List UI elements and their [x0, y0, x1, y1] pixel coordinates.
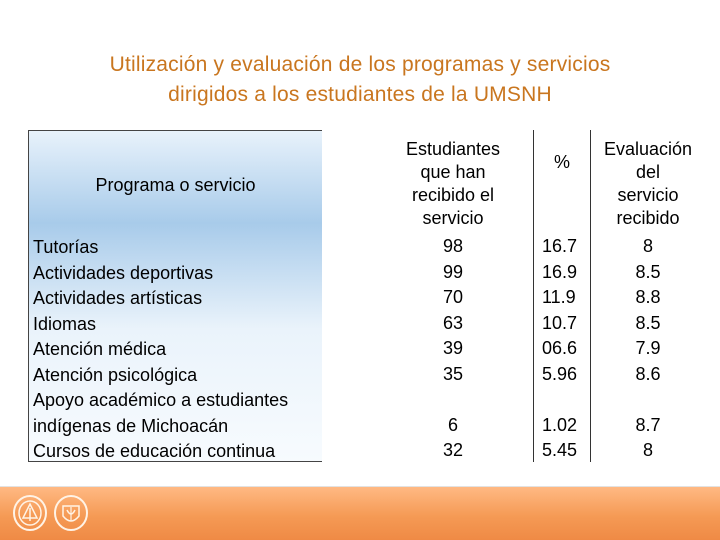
- evaluation-values: 8 8.5 8.8 8.5 7.9 8.6 8.7 8: [591, 234, 705, 464]
- program-name: Apoyo académico a estudiantes: [33, 390, 289, 410]
- students-value: 98: [442, 236, 464, 256]
- percent-value: 5.45: [542, 440, 578, 460]
- evaluation-value: 7.9: [635, 338, 661, 358]
- percent-values: 16.7 16.9 11.9 10.7 06.6 5.96 1.02 5.45: [542, 234, 598, 464]
- evaluation-header-line: recibido: [616, 208, 680, 228]
- percent-value: 10.7: [542, 312, 578, 333]
- percent-value: 16.9: [542, 261, 578, 282]
- program-name: Atención psicológica: [33, 364, 198, 385]
- students-header-line: servicio: [422, 208, 484, 228]
- evaluation-value: 8.5: [635, 312, 661, 333]
- students-value: 63: [442, 312, 464, 333]
- row-spacer: [373, 387, 533, 413]
- evaluation-header-line: del: [635, 162, 661, 182]
- title-line-1: Utilización y evaluación de los programa…: [109, 53, 611, 76]
- row-spacer: [542, 387, 598, 413]
- footer-bar: [0, 487, 720, 540]
- students-header-line: recibido el: [411, 185, 495, 205]
- students-value: 35: [442, 363, 464, 384]
- students-value: 70: [442, 287, 464, 307]
- students-value: 6: [447, 414, 458, 435]
- program-name: Actividades deportivas: [33, 262, 214, 283]
- slide-title: Utilización y evaluación de los programa…: [30, 50, 690, 110]
- students-header-line: que han: [420, 162, 486, 182]
- evaluation-value: 8: [642, 236, 653, 256]
- percent-value: 11.9: [542, 287, 576, 307]
- evaluation-value: 8.5: [635, 261, 661, 282]
- program-column: Programa o servicio Tutorías Actividades…: [28, 130, 322, 462]
- percent-header: %: [553, 152, 570, 172]
- students-header: Estudiantes que han recibido el servicio: [373, 138, 533, 230]
- program-name: Tutorías: [33, 237, 99, 257]
- evaluation-value: 8.6: [635, 363, 661, 384]
- program-list: Tutorías Actividades deportivas Activida…: [33, 235, 326, 465]
- university-crest-icon: [53, 494, 89, 532]
- students-value: 32: [442, 440, 464, 460]
- percent-value: 5.96: [542, 363, 578, 384]
- program-name: Idiomas: [33, 313, 97, 334]
- percent-value: 1.02: [542, 414, 578, 435]
- program-name: Actividades artísticas: [33, 288, 203, 308]
- row-spacer: [591, 387, 705, 413]
- program-name: Cursos de educación continua: [33, 441, 276, 461]
- program-name: indígenas de Michoacán: [33, 415, 229, 436]
- evaluation-header: Evaluación del servicio recibido: [591, 138, 705, 230]
- percent-value: 16.7: [542, 236, 578, 256]
- evaluation-header-line: servicio: [617, 185, 679, 205]
- university-seal-icon: [12, 494, 48, 532]
- students-value: 99: [442, 261, 464, 282]
- program-header: Programa o servicio: [95, 175, 256, 195]
- program-name: Atención médica: [33, 339, 167, 359]
- evaluation-header-line: Evaluación: [603, 139, 693, 159]
- title-line-2: dirigidos a los estudiantes de la UMSNH: [168, 83, 552, 106]
- percent-value: 06.6: [542, 338, 578, 358]
- students-value: 39: [442, 338, 464, 358]
- students-column: Estudiantes que han recibido el servicio…: [373, 130, 533, 462]
- evaluation-value: 8.7: [635, 414, 661, 435]
- students-values: 98 99 70 63 39 35 6 32: [373, 234, 533, 464]
- evaluation-value: 8: [642, 440, 653, 460]
- evaluation-column: Evaluación del servicio recibido 8 8.5 8…: [591, 130, 705, 462]
- students-header-line: Estudiantes: [405, 139, 501, 159]
- evaluation-value: 8.8: [635, 287, 661, 307]
- percent-column: % 16.7 16.9 11.9 10.7 06.6 5.96 1.02 5.4…: [533, 130, 591, 462]
